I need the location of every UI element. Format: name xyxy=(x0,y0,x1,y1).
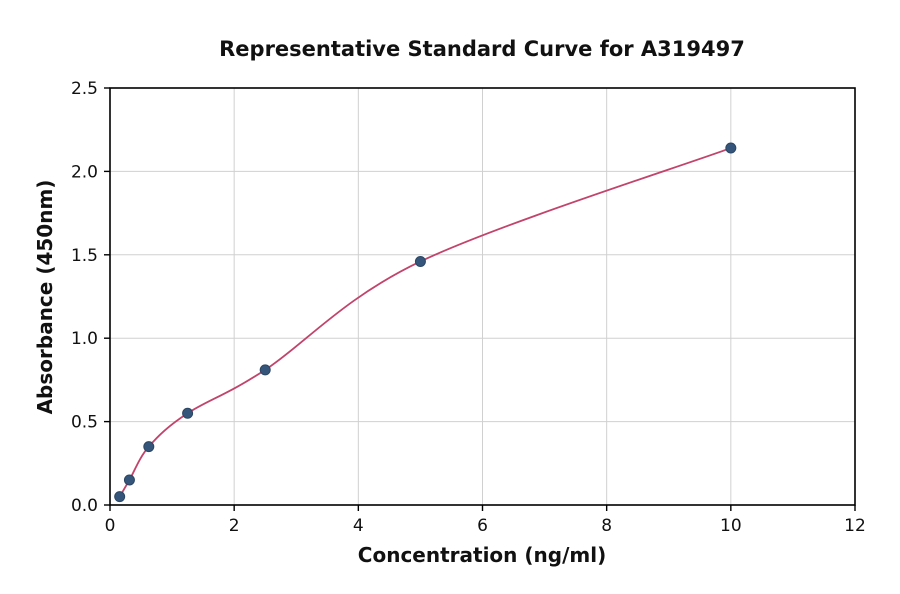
x-axis-label: Concentration (ng/ml) xyxy=(358,543,606,567)
x-tick-label: 0 xyxy=(105,516,116,536)
data-point xyxy=(143,441,155,453)
y-tick-label: 0.5 xyxy=(71,413,98,433)
x-tick-label: 4 xyxy=(353,516,364,536)
x-tick-label: 8 xyxy=(601,516,612,536)
data-point xyxy=(123,474,135,486)
data-point xyxy=(114,491,126,503)
plot-border xyxy=(109,87,856,506)
y-tick-label: 0.0 xyxy=(71,496,98,516)
data-point xyxy=(259,364,271,376)
x-tick-label: 10 xyxy=(720,516,742,536)
data-point xyxy=(182,407,194,419)
y-tick-label: 2.0 xyxy=(71,162,98,182)
y-axis-label: Absorbance (450nm) xyxy=(33,180,57,415)
data-point xyxy=(414,255,426,267)
tick-labels: 0 2 4 6 8 10 12 0.0 0.5 1.0 1.5 2.0 2.5 xyxy=(71,79,866,536)
data-point xyxy=(725,142,737,154)
axis-ticks xyxy=(104,87,856,511)
chart-title: Representative Standard Curve for A31949… xyxy=(219,37,745,61)
x-tick-label: 2 xyxy=(229,516,240,536)
y-tick-label: 1.5 xyxy=(71,246,98,266)
x-tick-label: 12 xyxy=(844,516,866,536)
x-tick-label: 6 xyxy=(477,516,488,536)
y-tick-label: 1.0 xyxy=(71,329,98,349)
fit-curve xyxy=(118,147,732,498)
fit-curve-path xyxy=(118,147,732,498)
data-points xyxy=(114,142,737,503)
y-tick-label: 2.5 xyxy=(71,79,98,99)
